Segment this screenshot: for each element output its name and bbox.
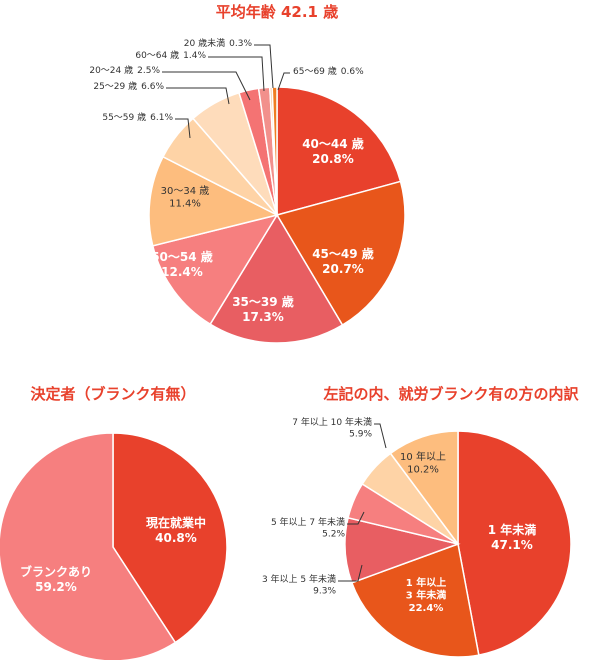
slice-label-name: 65～69 歳 — [293, 65, 337, 77]
slice-label-line: 35～39 歳 — [232, 294, 294, 309]
slice-label-line: 11.4% — [169, 199, 201, 210]
slice-label-line: 10.2% — [407, 465, 439, 476]
slice-label: 65～69 歳 0.6% — [293, 65, 364, 77]
slice-label-name: 20 歳未満 — [184, 37, 225, 49]
leader-line — [338, 564, 363, 582]
slice-label-line: 12.4% — [161, 265, 203, 279]
slice-label-line: 40～44 歳 — [302, 136, 364, 151]
slice-label-line: 3 年以上 5 年未満 — [262, 573, 336, 585]
leader-line — [374, 423, 387, 449]
slice-label-line: 9.3% — [313, 586, 336, 596]
slice-label: 現在就業中 40.8% — [146, 515, 206, 545]
slice-label-line: 50～54 歳 — [151, 249, 213, 264]
slice-label-line: 17.3% — [242, 310, 284, 324]
leader-line — [166, 87, 230, 105]
slice-label-line: 40.8% — [155, 531, 197, 545]
slice-label: 30～34 歳 11.4% — [161, 185, 210, 210]
slice-label-line: 現在就業中 — [146, 515, 206, 530]
pie-slice — [148, 155, 280, 247]
leader-line — [277, 72, 290, 91]
slice-label: 1 年未満 47.1% — [488, 522, 537, 552]
pie-slice — [271, 86, 278, 216]
slice-label-line: 47.1% — [491, 538, 533, 552]
slice-label-name: 25～29 歳 — [93, 80, 137, 92]
slice-label-line: 1 年未満 — [488, 522, 537, 537]
slice-label-value: 6.6% — [141, 82, 164, 92]
slice-label-line: 5.9% — [349, 429, 372, 439]
slice-label: ブランクあり 59.2% — [20, 564, 92, 594]
slice-label: 3 年以上 5 年未満 9.3% — [262, 573, 336, 596]
pie-slice — [276, 86, 402, 216]
pie-slice — [350, 542, 480, 658]
leader-line — [347, 511, 365, 525]
slice-label-line: 45～49 歳 — [312, 246, 374, 261]
slice-label: 10 年以上 10.2% — [400, 450, 446, 476]
slice-label: 45～49 歳 20.7% — [312, 246, 374, 276]
slice-label-line: 5 年以上 7 年未満 — [271, 516, 345, 528]
leader-line — [254, 44, 274, 89]
slice-label-value: 1.4% — [183, 51, 206, 61]
slice-label-line: 7 年以上 10 年未満 — [292, 416, 372, 428]
pie-slice — [0, 432, 177, 660]
slice-label-name: 55～59 歳 — [102, 111, 146, 123]
pie-chart-2: 決定者（ブランク有無） 現在就業中 40.8% ブランクあり 59.2% — [0, 385, 228, 660]
slice-label-value: 6.1% — [150, 113, 173, 123]
chart-title: 平均年齢 42.1 歳 — [216, 3, 338, 21]
leader-line — [208, 56, 265, 92]
slice-label-line: 59.2% — [35, 580, 77, 594]
slice-label-line: 5.2% — [322, 529, 345, 539]
slice-label: 35～39 歳 17.3% — [232, 294, 294, 324]
pie-slice — [151, 213, 279, 326]
leader-line — [175, 118, 191, 139]
slice-label: 20 歳未満 0.3% — [184, 37, 253, 49]
slice-label-line: 3 年未満 — [406, 589, 446, 602]
slice-label: 60～64 歳 1.4% — [135, 49, 206, 61]
pie-chart-1: 平均年齢 42.1 歳 40～44 歳 20.8% 45～49 歳 20.7% 35～39… — [89, 3, 406, 344]
pie-slice — [389, 430, 459, 547]
slice-label-line: ブランクあり — [20, 564, 92, 579]
slice-label-line: 20.7% — [322, 262, 364, 276]
slice-label: 25～29 歳 6.6% — [93, 80, 164, 92]
slice-label: 55～59 歳 6.1% — [102, 111, 173, 123]
slice-label-line: 30～34 歳 — [161, 185, 210, 197]
chart-title: 決定者（ブランク有無） — [30, 385, 195, 403]
slice-label-value: 0.6% — [341, 67, 364, 77]
pie-slice — [457, 430, 572, 656]
slice-label-line: 22.4% — [409, 603, 444, 614]
slice-label-name: 20～24 歳 — [89, 64, 133, 76]
slice-label: 1 年以上 3 年未満 22.4% — [406, 576, 446, 614]
slice-label: 5 年以上 7 年未満 5.2% — [271, 516, 345, 539]
chart-title: 左記の内、就労ブランク有の方の内訳 — [322, 385, 579, 403]
slice-label-line: 20.8% — [312, 152, 354, 166]
slice-label-value: 2.5% — [137, 66, 160, 76]
pie-slice — [209, 213, 344, 344]
slice-label-name: 60～64 歳 — [135, 49, 179, 61]
slice-label-value: 0.3% — [229, 39, 252, 49]
slice-label: 50～54 歳 12.4% — [151, 249, 213, 279]
pie-chart-3: 左記の内、就労ブランク有の方の内訳 1 年未満 47.1% 1 年以上 3 年未満 22.… — [262, 385, 579, 658]
slice-label: 20～24 歳 2.5% — [89, 64, 160, 76]
slice-label: 40～44 歳 20.8% — [302, 136, 364, 166]
leader-line — [162, 71, 251, 101]
slice-label-line: 1 年以上 — [406, 576, 446, 589]
slice-label-line: 10 年以上 — [400, 450, 446, 463]
slice-label: 7 年以上 10 年未満 5.9% — [292, 416, 372, 439]
pie-slice — [275, 180, 406, 327]
